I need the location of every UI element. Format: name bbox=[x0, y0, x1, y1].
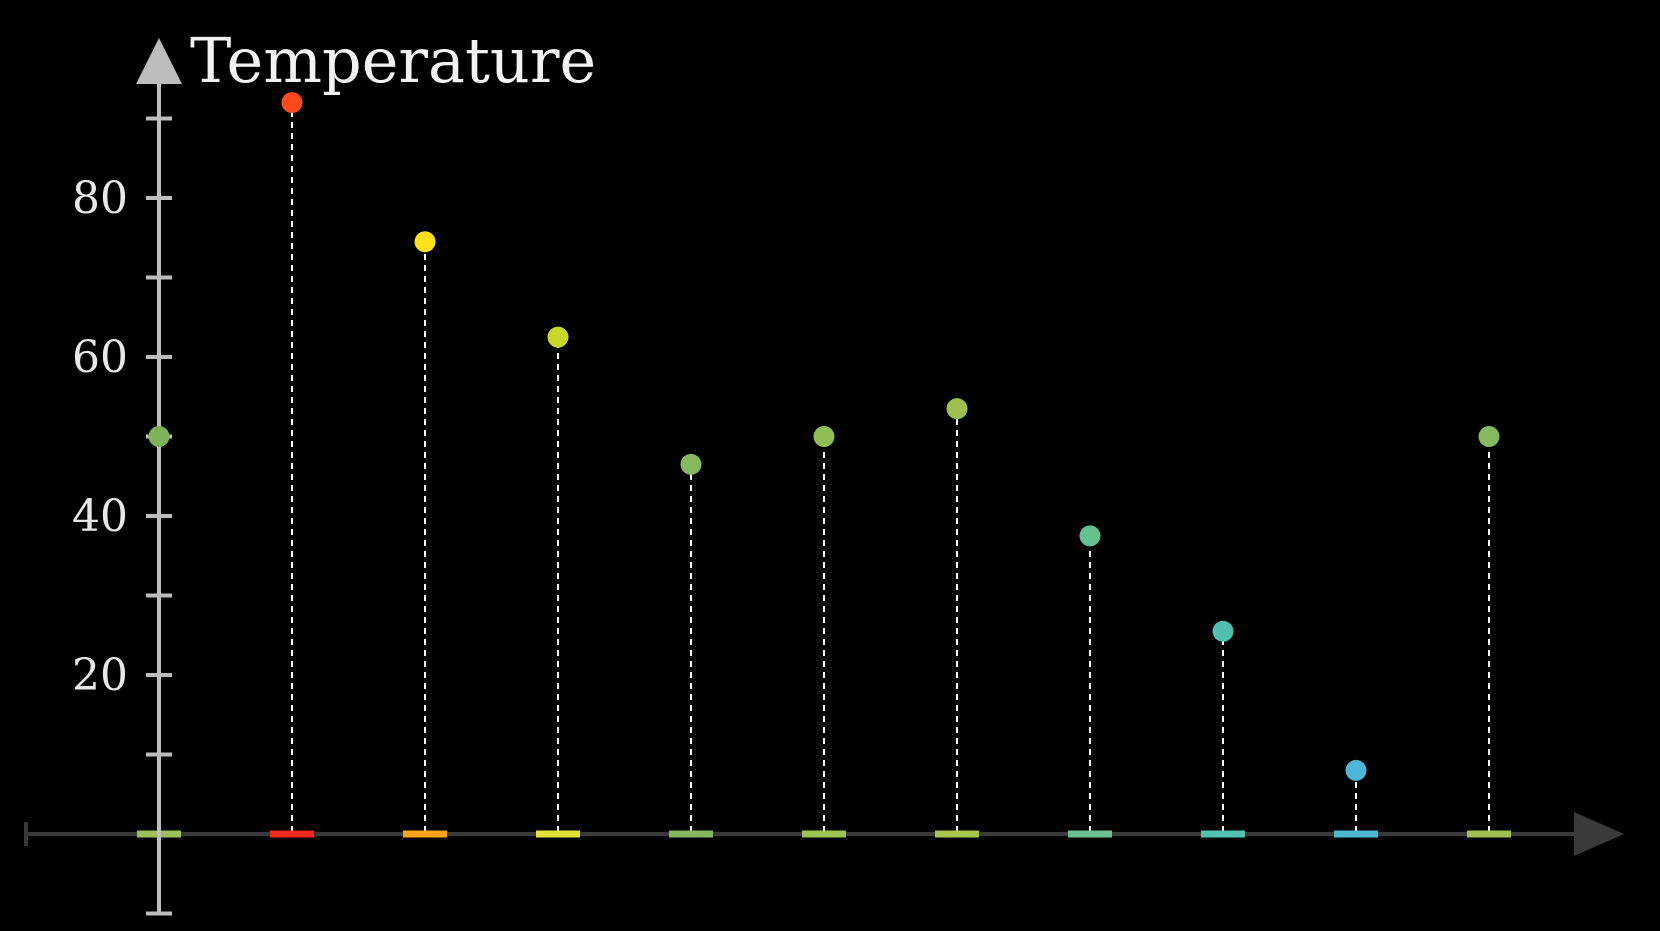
x-marker bbox=[270, 830, 314, 838]
data-point bbox=[946, 398, 968, 420]
x-axis-arrow bbox=[1574, 812, 1624, 856]
y-axis-title: Temperature bbox=[190, 24, 596, 97]
x-marker bbox=[669, 830, 713, 838]
x-marker bbox=[536, 830, 580, 838]
y-tick-label: 20 bbox=[72, 650, 128, 701]
x-marker bbox=[1467, 830, 1511, 838]
data-point bbox=[414, 231, 436, 253]
x-marker bbox=[1201, 830, 1245, 838]
data-point bbox=[1345, 759, 1367, 781]
x-marker bbox=[802, 830, 846, 838]
y-tick-label: 60 bbox=[72, 332, 128, 383]
x-marker bbox=[935, 830, 979, 838]
y-tick-label: 40 bbox=[72, 491, 128, 542]
y-axis bbox=[136, 38, 182, 914]
y-ticks: 20 40 60 80 bbox=[72, 116, 172, 916]
data-point bbox=[1478, 426, 1500, 447]
data-point bbox=[680, 453, 702, 475]
data-point bbox=[813, 426, 835, 447]
data-points bbox=[148, 92, 1500, 781]
stem-lines bbox=[158, 102, 1490, 832]
x-markers bbox=[137, 830, 1511, 838]
data-point bbox=[281, 92, 303, 114]
data-point bbox=[547, 326, 569, 348]
x-marker bbox=[1334, 830, 1378, 838]
data-point bbox=[148, 426, 170, 447]
data-point bbox=[1212, 620, 1234, 642]
y-axis-arrow bbox=[136, 38, 182, 84]
y-tick-label: 80 bbox=[72, 173, 128, 224]
x-marker bbox=[1068, 830, 1112, 838]
data-point bbox=[1079, 525, 1101, 547]
x-marker bbox=[403, 830, 447, 838]
